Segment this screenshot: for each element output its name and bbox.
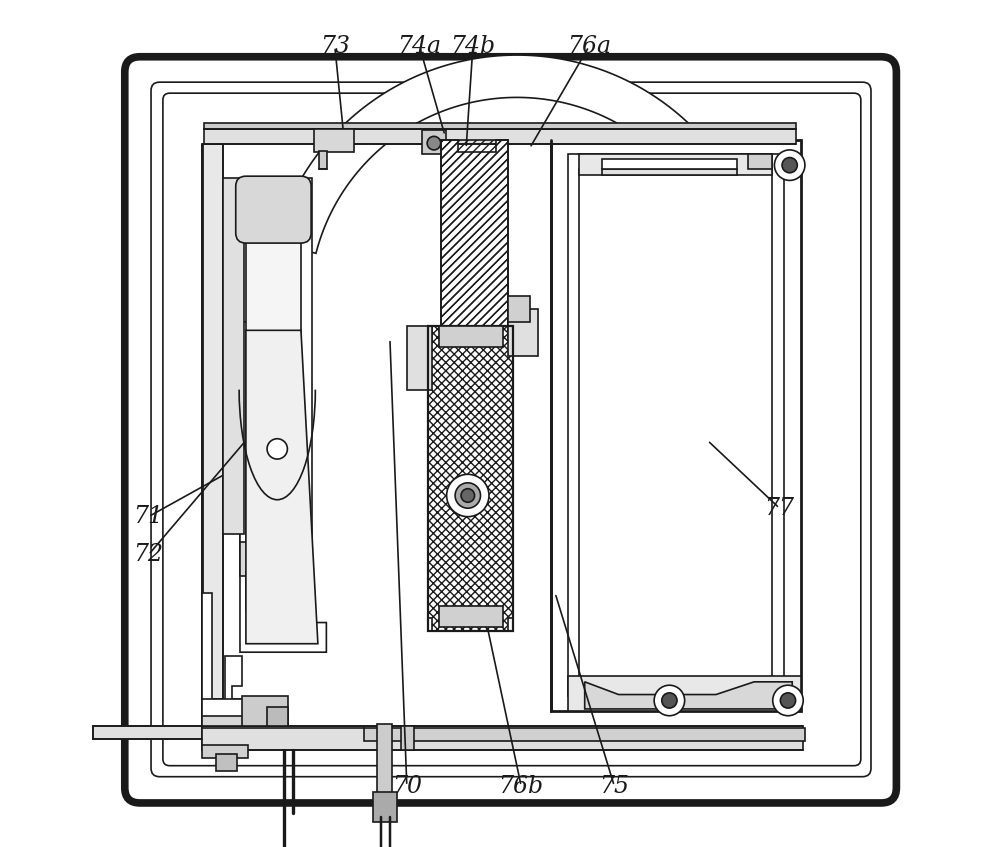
Bar	[439, 606, 503, 627]
Polygon shape	[202, 593, 242, 728]
Bar	[439, 326, 503, 347]
Bar	[401, 726, 414, 750]
FancyBboxPatch shape	[236, 176, 311, 243]
Circle shape	[455, 483, 481, 508]
Text: 70: 70	[392, 774, 422, 798]
Circle shape	[774, 150, 805, 180]
Bar	[508, 309, 538, 356]
Circle shape	[267, 439, 287, 459]
Bar	[364, 728, 805, 741]
Bar	[93, 726, 204, 739]
Bar	[202, 726, 803, 750]
Bar	[240, 178, 312, 551]
Polygon shape	[441, 140, 508, 339]
Bar	[373, 792, 397, 822]
Circle shape	[662, 693, 677, 708]
Polygon shape	[585, 682, 792, 709]
Polygon shape	[275, 55, 764, 273]
Circle shape	[461, 489, 475, 502]
Bar	[748, 154, 772, 169]
Bar	[246, 572, 297, 610]
Bar	[602, 169, 737, 175]
Text: 77: 77	[765, 496, 795, 520]
Bar	[204, 123, 796, 129]
Bar	[428, 326, 513, 631]
Bar	[319, 151, 327, 169]
Bar	[246, 195, 301, 542]
Circle shape	[773, 685, 803, 716]
Bar	[202, 727, 363, 745]
Bar	[441, 140, 508, 326]
Bar	[568, 676, 801, 711]
Text: 74a: 74a	[397, 35, 442, 58]
Circle shape	[427, 136, 441, 150]
Bar	[377, 724, 392, 796]
Bar	[579, 169, 772, 685]
Bar	[202, 705, 287, 726]
Text: 74b: 74b	[450, 35, 495, 58]
Text: 76a: 76a	[567, 35, 611, 58]
Bar	[223, 178, 244, 534]
Bar	[602, 159, 737, 169]
Text: 71: 71	[133, 505, 163, 529]
Bar	[551, 140, 801, 711]
Circle shape	[654, 685, 685, 716]
Bar	[216, 754, 237, 771]
Bar	[267, 707, 288, 726]
Bar	[202, 144, 223, 728]
Bar	[579, 154, 772, 175]
Bar	[204, 129, 796, 144]
Bar	[407, 326, 432, 390]
Text: 75: 75	[599, 774, 629, 798]
Bar	[242, 696, 288, 726]
Bar	[314, 129, 354, 152]
Text: 76b: 76b	[499, 774, 544, 798]
Bar	[568, 154, 784, 696]
FancyBboxPatch shape	[125, 57, 896, 803]
Circle shape	[447, 474, 489, 517]
Bar	[240, 542, 312, 576]
Text: 73: 73	[320, 35, 350, 58]
Bar	[508, 296, 530, 322]
Bar	[246, 186, 301, 237]
Polygon shape	[246, 330, 318, 644]
Polygon shape	[240, 322, 326, 652]
Circle shape	[780, 693, 796, 708]
Bar	[202, 699, 257, 716]
Polygon shape	[428, 326, 513, 631]
Bar	[422, 130, 446, 154]
Circle shape	[782, 158, 797, 173]
Bar	[202, 745, 248, 758]
Text: 72: 72	[133, 543, 163, 567]
